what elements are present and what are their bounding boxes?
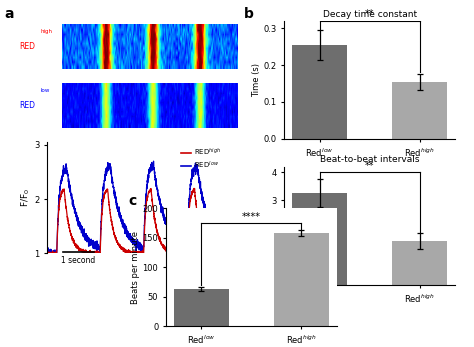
Text: 1 second: 1 second: [61, 256, 96, 265]
Text: RED: RED: [19, 101, 35, 110]
Text: b: b: [244, 7, 254, 21]
Y-axis label: Time (s): Time (s): [260, 209, 269, 243]
Bar: [292, 193, 347, 285]
Text: a: a: [5, 7, 14, 21]
Title: Beat-to-beat intervals: Beat-to-beat intervals: [320, 155, 419, 164]
Bar: [392, 82, 447, 139]
Legend: RED$^{high}$, RED$^{low}$: RED$^{high}$, RED$^{low}$: [178, 144, 224, 174]
Text: **: **: [365, 9, 374, 19]
Y-axis label: Beats per minute: Beats per minute: [131, 231, 140, 304]
Title: Decay time constant: Decay time constant: [323, 10, 417, 19]
Text: ****: ****: [242, 212, 261, 222]
Text: RED: RED: [19, 42, 35, 51]
Bar: [392, 241, 447, 285]
Bar: [292, 45, 347, 139]
Bar: [274, 233, 329, 326]
Text: c: c: [128, 194, 136, 208]
Bar: [173, 289, 228, 326]
Text: high: high: [40, 28, 52, 34]
Y-axis label: F/F$_0$: F/F$_0$: [19, 188, 32, 207]
Text: **: **: [365, 161, 374, 171]
Y-axis label: Time (s): Time (s): [252, 63, 261, 97]
Text: low: low: [40, 87, 50, 93]
